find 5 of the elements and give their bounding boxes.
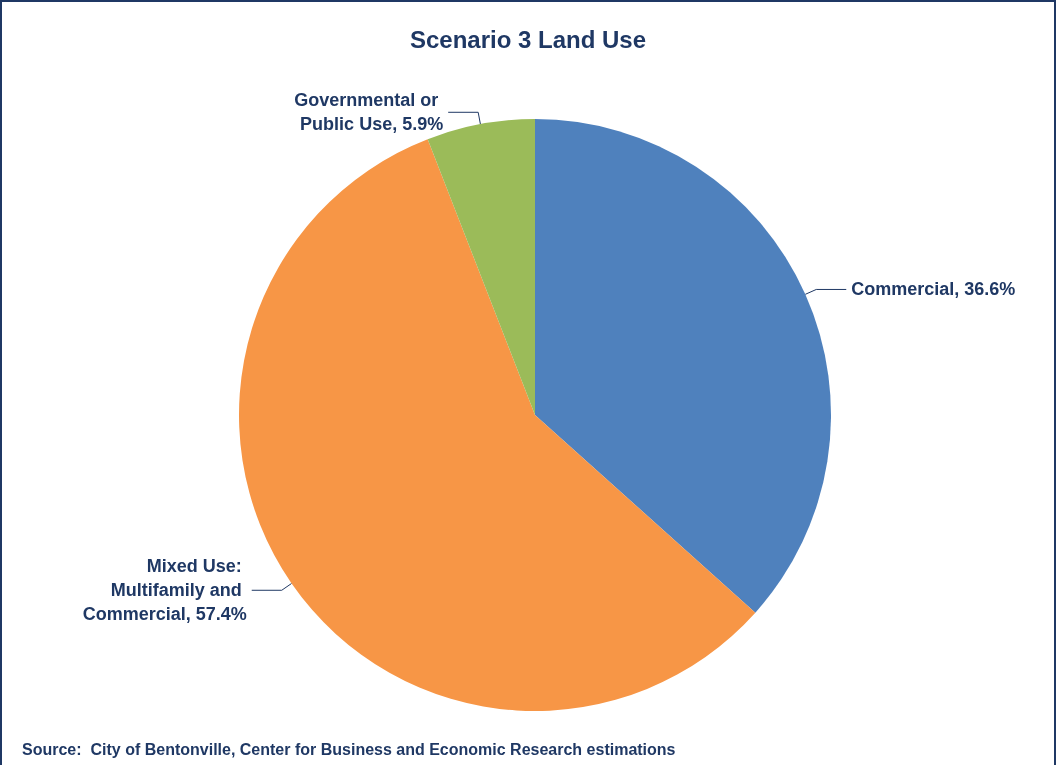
slice-label: Governmental or Public Use, 5.9%: [294, 90, 444, 135]
source-note: Source: City of Bentonville, Center for Business and Economic Research estimations: [22, 740, 676, 758]
slice-label: Commercial, 36.6%: [851, 279, 1016, 300]
chart-title: Scenario 3 Land Use: [409, 25, 647, 53]
slice-label: Mixed Use: Multifamily and Commercial, 57.4%: [82, 556, 247, 625]
